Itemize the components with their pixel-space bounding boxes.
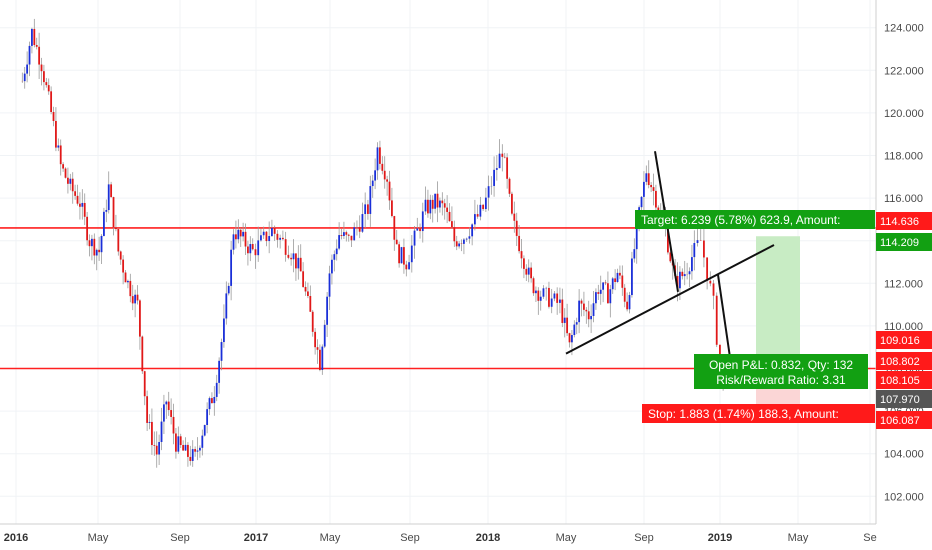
price-label-bg	[876, 411, 932, 429]
price-labels: 114.636 114.209 109.016 108.802 108.105 107.9…	[876, 212, 932, 429]
price-label-bg	[876, 352, 932, 370]
x-tick-label: 2017	[244, 532, 268, 544]
target-label-bg	[635, 210, 875, 229]
profit-zone	[756, 236, 800, 367]
y-tick-label: 120.000	[884, 108, 924, 120]
pnl-label-bg	[694, 354, 868, 389]
stop-label-bg	[642, 404, 875, 423]
price-series	[21, 18, 725, 468]
price-label-bg	[876, 371, 932, 389]
price-label: 114.209	[880, 237, 919, 249]
x-tick-label: May	[88, 532, 109, 544]
y-tick-label: 124.000	[884, 23, 924, 35]
x-tick-label: 2018	[476, 532, 500, 544]
pattern-line	[717, 274, 732, 365]
x-tick-label: May	[556, 532, 577, 544]
rr-label: Risk/Reward Ratio: 3.31	[716, 373, 846, 387]
grid	[0, 0, 876, 524]
target-label: Target: 6.239 (5.78%) 623.9, Amount:	[641, 213, 840, 227]
price-label-bg	[876, 331, 932, 349]
price-label: 107.970	[880, 394, 920, 406]
price-label-bg	[876, 390, 932, 408]
y-axis-ticks: 124.000122.000120.000118.000116.000114.0…	[884, 23, 924, 504]
price-label: 108.105	[880, 375, 920, 387]
y-tick-label: 102.000	[884, 491, 924, 503]
price-label-bg	[876, 233, 932, 251]
x-tick-label: Sep	[400, 532, 420, 544]
price-label-bg	[876, 212, 932, 230]
trend-line	[565, 244, 775, 355]
y-tick-label: 104.000	[884, 449, 924, 461]
x-tick-label: 2016	[4, 532, 28, 544]
x-axis-ticks: 2016 May Sep 2017 May Sep 2018 May Sep 2019 May Se	[4, 532, 877, 544]
pnl-label: Open P&L: 0.832, Qty: 132	[709, 358, 853, 372]
price-label: 114.636	[880, 216, 919, 228]
stop-label: Stop: 1.883 (1.74%) 188.3, Amount:	[648, 407, 839, 421]
x-tick-label: May	[788, 532, 809, 544]
price-label: 106.087	[880, 415, 920, 427]
y-tick-label: 110.000	[884, 321, 923, 333]
horizontal-lines	[0, 227, 876, 370]
x-tick-label: 2019	[708, 532, 732, 544]
y-tick-label: 122.000	[884, 65, 924, 77]
axes	[0, 0, 877, 525]
x-tick-label: Se	[863, 532, 876, 544]
y-tick-label: 112.000	[884, 278, 923, 290]
price-label: 108.802	[880, 356, 920, 368]
x-tick-label: Sep	[170, 532, 190, 544]
y-tick-label: 116.000	[884, 193, 923, 205]
x-tick-label: May	[320, 532, 341, 544]
y-tick-label: 118.000	[884, 150, 923, 162]
price-label: 109.016	[880, 335, 920, 347]
x-tick-label: Sep	[634, 532, 654, 544]
position-labels: Target: 6.239 (5.78%) 623.9, Amount: Ope…	[635, 210, 875, 423]
